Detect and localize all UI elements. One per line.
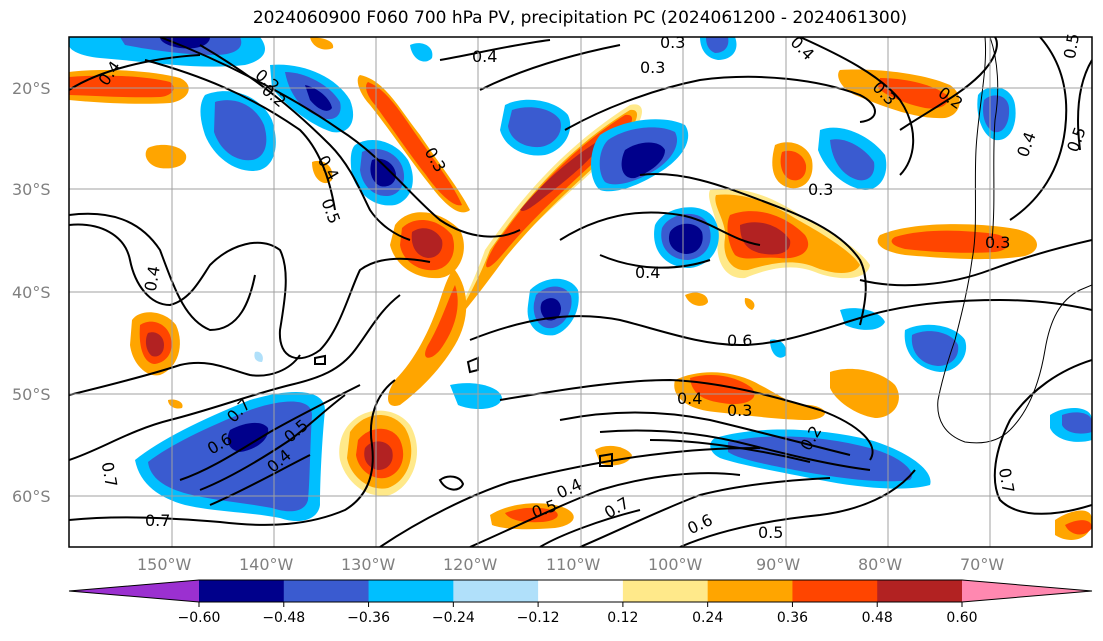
pos-150w-20s-r <box>69 75 174 98</box>
contour-label: 0.4 <box>472 47 497 66</box>
neg-145w-25s-b <box>214 100 267 161</box>
lat-label: 60°S <box>12 487 51 506</box>
pos-south-ext-red <box>425 285 458 358</box>
lon-label: 150°W <box>137 555 192 574</box>
neg-112w-42s-d <box>540 298 561 321</box>
pos-110w-62s-r <box>505 507 558 523</box>
colorbar-tick-label: −0.36 <box>347 610 390 626</box>
colorbar-tick-label: 0.60 <box>946 610 977 626</box>
pos-130w-55s-d <box>364 441 393 470</box>
colorbar-tick-label: 0.36 <box>777 610 808 626</box>
contour-label: 0.3 <box>640 58 665 77</box>
colorbar-segment <box>368 580 454 602</box>
precipitation-shading <box>69 37 1092 540</box>
colorbar-tick-label: −0.24 <box>432 610 475 626</box>
contour-label: 0.4 <box>677 389 702 408</box>
pos-148w-26s <box>145 144 187 169</box>
contour-label: 0.3 <box>808 180 833 199</box>
colorbar-segment <box>538 580 624 602</box>
colorbar-segment <box>877 580 963 602</box>
colorbar-segment <box>283 580 370 602</box>
neg-130w-28s-d <box>370 158 396 187</box>
contour-label: 0.5 <box>1060 32 1083 60</box>
gridlines <box>69 37 1092 547</box>
lat-label: 40°S <box>12 283 51 302</box>
colorbar-segment <box>707 580 793 602</box>
neg-105w-27s-d <box>621 142 665 179</box>
colorbar-tick-label: −0.12 <box>517 610 560 626</box>
colorbar-tick-label: 0.12 <box>607 610 638 626</box>
lon-label: 130°W <box>341 555 396 574</box>
colorbar-extend-min <box>69 580 199 602</box>
pos-155w-45s-d <box>145 332 164 357</box>
contour-label: 0.3 <box>985 233 1010 252</box>
map-frame <box>68 36 1093 548</box>
lon-label: 100°W <box>648 555 703 574</box>
contour-label: 0.3 <box>727 401 752 420</box>
chart-title: 2024060900 F060 700 hPa PV, precipitatio… <box>252 8 908 28</box>
lat-label: 20°S <box>12 79 51 98</box>
pos-80w-20s-r <box>878 78 949 109</box>
pos-90w-33s-d <box>740 222 791 255</box>
longitude-labels: 150°W 140°W 130°W 120°W 110°W 100°W 90°W… <box>137 555 1004 574</box>
colorbar-segment <box>453 580 539 602</box>
colorbar-tick-label: 0.24 <box>692 610 723 626</box>
pos-128w-35s-d <box>411 228 443 258</box>
colorbar-tick-label: −0.48 <box>262 610 305 626</box>
neg-south-dark <box>227 422 269 452</box>
neg-75w-47s-b <box>911 331 959 366</box>
colorbar-segment <box>622 580 709 602</box>
colorbar-tick-label: −0.60 <box>178 610 221 626</box>
colorbar-extend-max <box>962 580 1092 602</box>
pos-88w-27s-r <box>780 150 807 181</box>
latitude-labels: 20°S 30°S 40°S 50°S 60°S <box>12 79 51 506</box>
contour-label: 0.7 <box>995 466 1018 494</box>
pos-75w-35s-r <box>891 230 1009 253</box>
lon-label: 90°W <box>756 555 800 574</box>
lon-label: 140°W <box>239 555 294 574</box>
coastline <box>937 37 1092 444</box>
lon-label: 120°W <box>443 555 498 574</box>
contour-label: 0.3 <box>660 33 685 52</box>
pos-south-ext <box>388 270 467 406</box>
colorbar-segment <box>792 580 878 602</box>
colorbar-segment <box>199 580 285 602</box>
neg-83w-28s-b <box>830 139 875 181</box>
contour-label: 0.6 <box>727 331 752 350</box>
colorbar-tick-label: 0.48 <box>862 610 893 626</box>
pos-ribbon-r <box>366 82 462 206</box>
lon-label: 80°W <box>858 555 902 574</box>
neg-112w-25s-b <box>508 107 561 148</box>
lon-label: 70°W <box>960 555 1004 574</box>
pos-83w-50s <box>830 368 899 418</box>
neg-137w-20s-d <box>305 85 332 111</box>
contour-label: 0.4 <box>635 263 660 282</box>
lat-label: 30°S <box>12 180 51 199</box>
contour-label: 0.7 <box>145 511 170 530</box>
lon-label: 110°W <box>546 555 601 574</box>
contour-label: 0.4 <box>141 264 164 292</box>
colorbar: −0.60 −0.48 −0.36 −0.24 −0.12 0.12 0.24 0.36 0.4… <box>68 579 1093 626</box>
contour-label: 0.5 <box>758 523 783 542</box>
contour-label: 0.7 <box>98 460 121 488</box>
neg-100w-35s-d <box>668 223 703 254</box>
lat-label: 50°S <box>12 385 51 404</box>
